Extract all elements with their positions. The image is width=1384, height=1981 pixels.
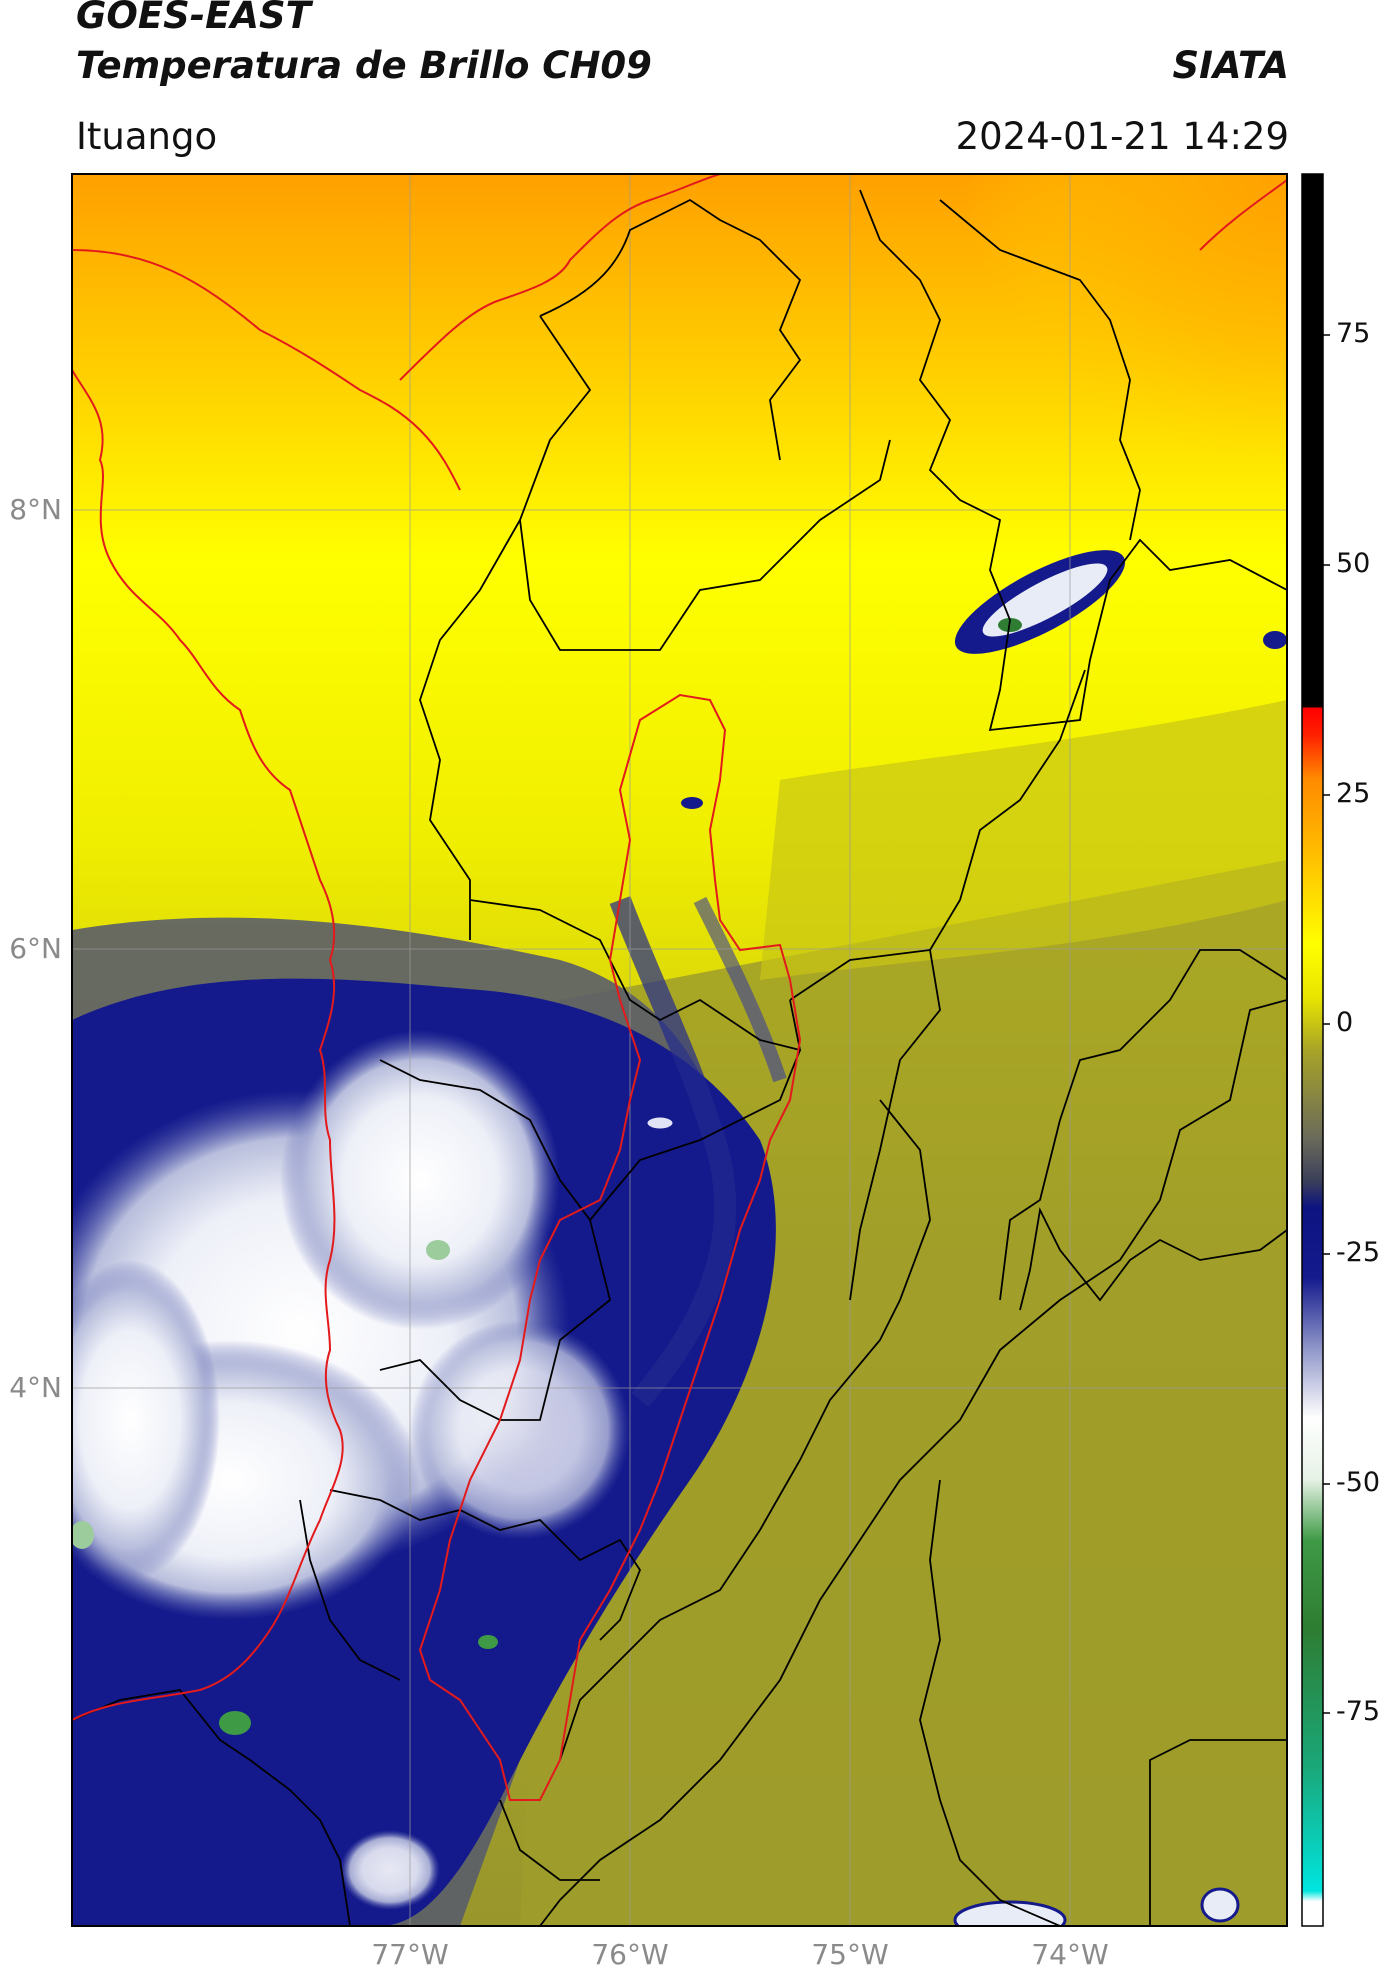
datetime-label: 2024-01-21 14:29 <box>955 115 1289 158</box>
lon-label-77w: 77°W <box>371 1938 449 1971</box>
colorbar-label-75: 75 <box>1336 318 1371 349</box>
colorbar-label-minus75: -75 <box>1336 1696 1381 1727</box>
colorbar-label-25: 25 <box>1336 778 1371 809</box>
lat-label-6n: 6°N <box>9 932 62 965</box>
lon-label-75w: 75°W <box>811 1938 889 1971</box>
lat-label-8n: 8°N <box>9 493 62 526</box>
lat-label-4n: 4°N <box>9 1371 62 1404</box>
colorbar-ticks <box>1323 334 1330 1714</box>
lon-label-76w: 76°W <box>591 1938 669 1971</box>
lon-label-74w: 74°W <box>1031 1938 1109 1971</box>
colorbar-label-0: 0 <box>1336 1007 1354 1038</box>
colorbar-label-minus25: -25 <box>1336 1237 1381 1268</box>
region-label: Ituango <box>76 115 218 158</box>
map-frame <box>71 173 1288 1927</box>
product-title: Temperatura de Brillo CH09 <box>76 44 652 87</box>
organization-label: SIATA <box>1172 44 1289 87</box>
satellite-title: GOES-EAST <box>76 0 311 37</box>
colorbar-label-50: 50 <box>1336 548 1371 579</box>
department-boundaries <box>72 189 1287 1926</box>
graticule <box>72 174 1287 1926</box>
country-border <box>72 174 1287 1721</box>
colorbar-label-minus50: -50 <box>1336 1467 1381 1498</box>
highlighted-basin <box>418 693 802 1801</box>
temperature-field <box>72 174 1287 1926</box>
colorbar <box>1301 173 1324 1927</box>
